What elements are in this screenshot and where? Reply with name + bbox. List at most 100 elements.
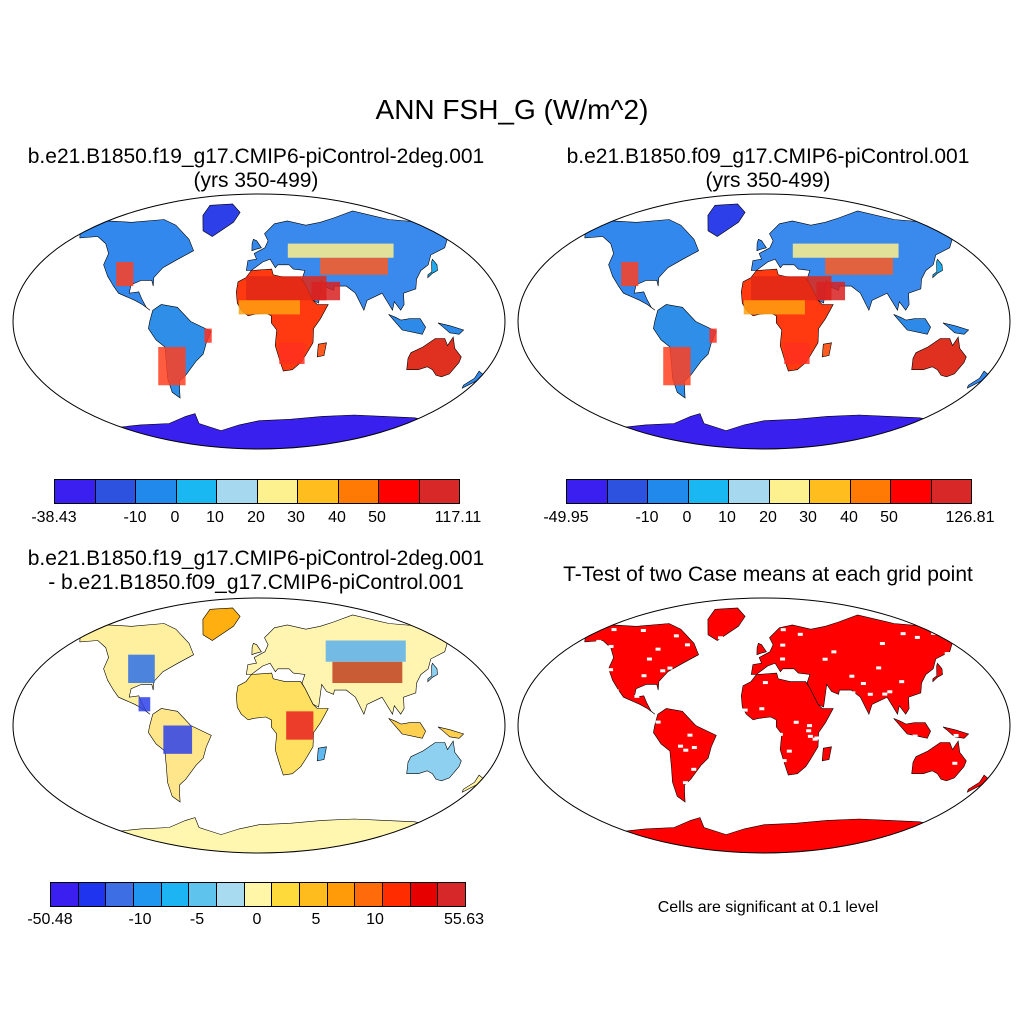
nonsignificant-cell: [593, 806, 599, 810]
nonsignificant-cell: [843, 718, 849, 722]
colorbar2-tick: 0: [682, 509, 692, 526]
nonsignificant-cell: [694, 805, 700, 809]
nonsignificant-cell: [737, 656, 743, 660]
nonsignificant-cell: [876, 666, 882, 670]
land-australia: [406, 740, 462, 782]
nonsignificant-cell: [986, 698, 992, 702]
land-southAmerica: [148, 708, 212, 803]
colorbar-swatch: [217, 883, 245, 906]
nonsignificant-cell: [841, 781, 847, 785]
colorbar-swatch: [355, 883, 384, 906]
nonsignificant-cell: [887, 690, 893, 694]
field-patch: [784, 342, 810, 364]
colorbar1-min-label: -38.43: [31, 509, 77, 526]
land-newZealand: [461, 370, 485, 389]
nonsignificant-cell: [653, 766, 659, 770]
nonsignificant-cell: [699, 639, 705, 643]
nonsignificant-cell: [596, 639, 602, 643]
nonsignificant-cell: [715, 716, 721, 720]
map-outline: [12, 597, 506, 854]
land-eurasia: [750, 614, 954, 715]
nonsignificant-cell: [781, 759, 787, 763]
colorbar1-tick: -10: [123, 509, 147, 526]
colorbar-swatch: [257, 480, 298, 503]
nonsignificant-cell: [687, 733, 693, 737]
colorbar-swatch: [298, 480, 339, 503]
nonsignificant-cell: [872, 786, 878, 790]
map-outline: [517, 597, 1011, 854]
colorbar3-min-label: -50.48: [27, 911, 73, 928]
nonsignificant-cell: [588, 648, 594, 652]
nonsignificant-cell: [641, 674, 647, 678]
nonsignificant-cell: [940, 677, 946, 681]
colorbar-swatch: [272, 883, 301, 906]
map-panel2: [517, 193, 1011, 450]
nonsignificant-cell: [831, 796, 837, 800]
colorbar2-max-label: 126.81: [945, 509, 995, 526]
colorbar-swatch: [95, 480, 136, 503]
nonsignificant-cell: [918, 783, 924, 787]
nonsignificant-cell: [571, 771, 577, 775]
colorbar2-tick: 50: [880, 509, 898, 526]
nonsignificant-cell: [761, 800, 767, 804]
land-northAmerica: [79, 219, 194, 311]
nonsignificant-cell: [797, 632, 803, 636]
land-uk: [756, 642, 767, 656]
colorbar-swatch: [136, 480, 177, 503]
colorbar-swatch: [419, 480, 459, 503]
nonsignificant-cell: [742, 708, 748, 712]
nonsignificant-cell: [594, 677, 600, 681]
land-group: [583, 203, 990, 449]
colorbar-swatch: [567, 480, 608, 503]
nonsignificant-cell: [786, 749, 792, 753]
nonsignificant-cell: [878, 719, 884, 723]
field-patch: [128, 654, 155, 683]
nonsignificant-cell: [536, 699, 542, 703]
colorbar3-tick: 0: [252, 911, 262, 928]
land-northAmerica: [584, 219, 699, 311]
field-patch: [709, 328, 717, 343]
panel2-title: b.e21.B1850.f09_g17.CMIP6-piControl.001 …: [512, 145, 1024, 193]
colorbar1-tick: 20: [247, 509, 265, 526]
nonsignificant-cell: [582, 765, 588, 769]
colorbar-swatch: [189, 883, 218, 906]
colorbar-swatch: [931, 480, 971, 503]
nonsignificant-cell: [660, 669, 666, 673]
field-patch: [325, 640, 406, 662]
field-patch: [158, 347, 186, 386]
nonsignificant-cell: [807, 734, 813, 738]
colorbar3-tick: -10: [128, 911, 152, 928]
nonsignificant-cell: [745, 649, 751, 653]
colorbar-swatch: [55, 480, 96, 503]
nonsignificant-cell: [724, 709, 730, 713]
nonsignificant-cell: [684, 643, 690, 647]
colorbar-swatch: [648, 480, 689, 503]
field-patch: [286, 711, 314, 740]
nonsignificant-cell: [608, 644, 614, 648]
nonsignificant-cell: [806, 729, 812, 733]
land-japan: [932, 662, 943, 683]
nonsignificant-cell: [683, 748, 689, 752]
colorbar-swatch: [438, 883, 466, 906]
colorbar-swatch: [607, 480, 648, 503]
land-uk: [251, 642, 262, 656]
nonsignificant-cell: [900, 632, 906, 636]
nonsignificant-cell: [738, 796, 744, 800]
nonsignificant-cell: [593, 769, 599, 773]
land-madagascar: [821, 746, 832, 762]
nonsignificant-cell: [955, 705, 961, 709]
map-panel1: [12, 193, 506, 450]
field-patch: [792, 243, 899, 258]
land-greenland: [202, 203, 241, 237]
nonsignificant-cell: [822, 657, 828, 661]
colorbar-swatch: [769, 480, 810, 503]
land-greenland: [202, 607, 241, 641]
nonsignificant-cell: [626, 803, 632, 807]
nonsignificant-cell: [691, 746, 697, 750]
field-patch: [311, 281, 341, 301]
land-madagascar: [316, 746, 327, 762]
land-newGuinea: [942, 322, 970, 335]
colorbar-swatch: [891, 480, 932, 503]
colorbar-swatch: [51, 883, 79, 906]
land-uk: [756, 238, 767, 252]
